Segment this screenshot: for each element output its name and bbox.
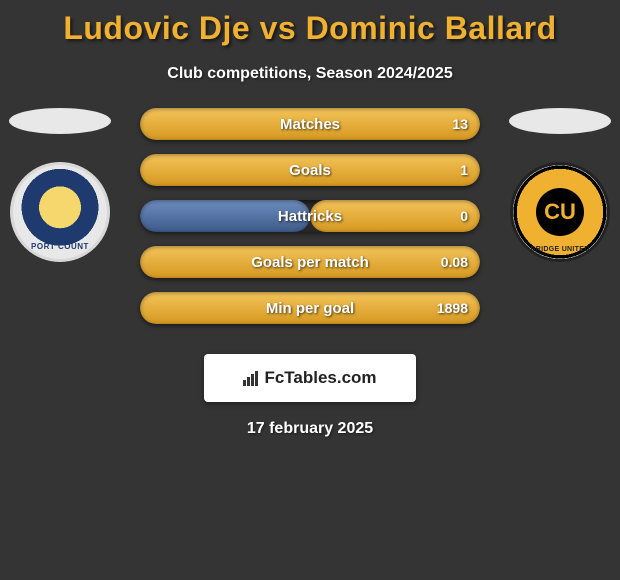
player-photo-placeholder-left (9, 108, 111, 134)
right-bar-fill (140, 154, 480, 186)
stat-value-right: 0.08 (441, 246, 468, 278)
brand-text: FcTables.com (264, 368, 376, 388)
stat-row: Hattricks0 (140, 200, 480, 232)
brand-logo[interactable]: FcTables.com (204, 354, 416, 402)
right-bar-fill (310, 200, 480, 232)
generated-date: 17 february 2025 (0, 420, 620, 438)
subtitle: Club competitions, Season 2024/2025 (0, 65, 620, 83)
stat-bars-container: Matches13 Goals1 Hattricks0 Goals per match… (140, 108, 480, 338)
right-club-crest: CU (510, 162, 610, 262)
left-player-column (0, 108, 120, 262)
player-photo-placeholder-right (509, 108, 611, 134)
right-player-column: CU (500, 108, 620, 262)
stat-row: Goals per match0.08 (140, 246, 480, 278)
right-bar-fill (140, 108, 480, 140)
stat-value-right: 0 (460, 200, 468, 232)
right-crest-initials: CU (536, 188, 584, 236)
left-club-crest (10, 162, 110, 262)
chart-icon (243, 371, 258, 386)
comparison-chart: CU Matches13 Goals1 Hattricks0 Goals per ma… (0, 108, 620, 338)
stat-value-right: 1 (460, 154, 468, 186)
page-title: Ludovic Dje vs Dominic Ballard (0, 0, 620, 47)
stat-row: Min per goal1898 (140, 292, 480, 324)
right-bar-fill (140, 292, 480, 324)
stat-row: Goals1 (140, 154, 480, 186)
stat-value-right: 13 (452, 108, 468, 140)
left-bar-fill (140, 200, 310, 232)
stat-value-right: 1898 (437, 292, 468, 324)
stat-row: Matches13 (140, 108, 480, 140)
right-bar-fill (140, 246, 480, 278)
